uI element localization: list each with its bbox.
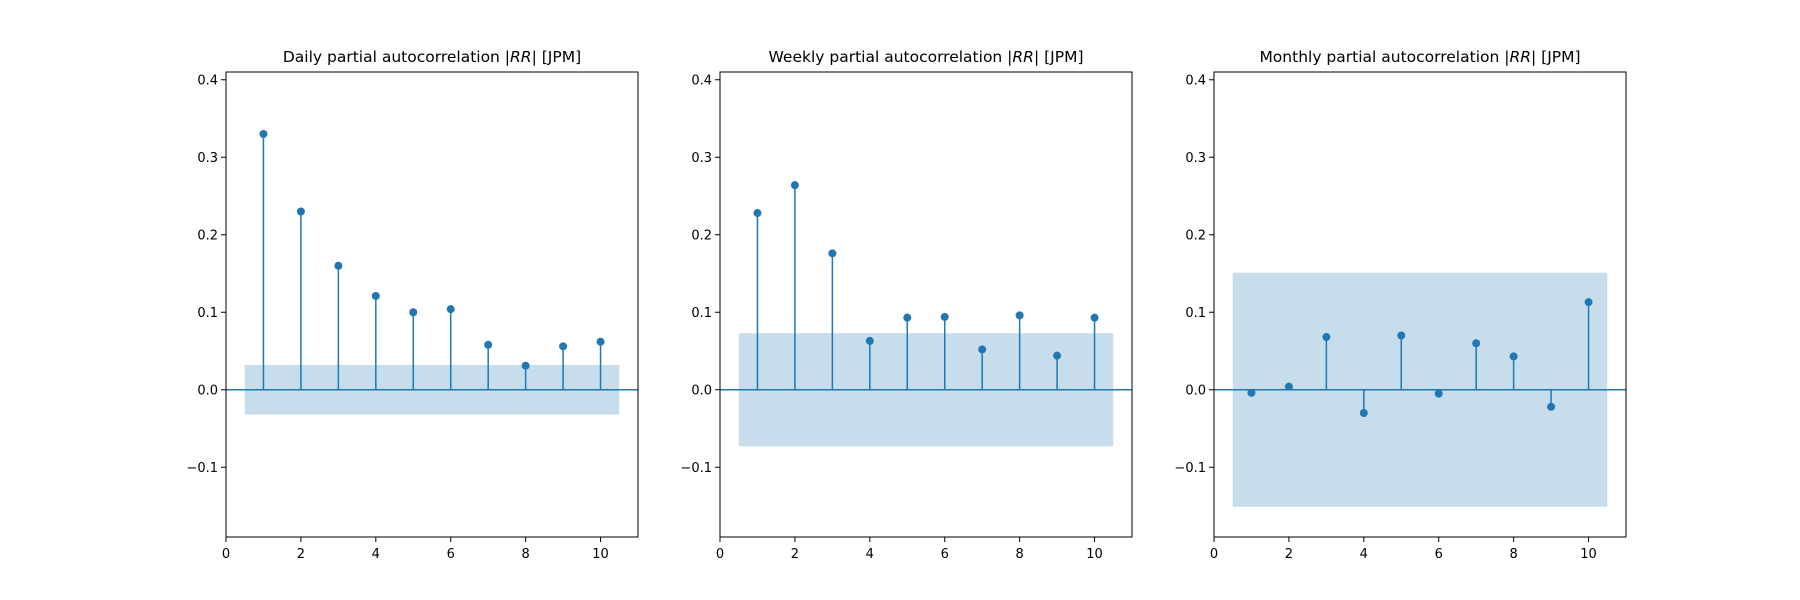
axes-frame [225, 71, 639, 538]
x-tick-label: 0 [1210, 547, 1218, 562]
y-tick-label: 0.4 [197, 73, 218, 88]
y-tick-label: 0.2 [1185, 228, 1206, 243]
x-tick-label: 4 [866, 547, 874, 562]
x-tick-label: 0 [222, 547, 230, 562]
x-tick-label: 6 [941, 547, 949, 562]
x-tick-label: 6 [1435, 547, 1443, 562]
stem-marker-lag-10 [1090, 313, 1099, 322]
axes-frame [1213, 71, 1627, 538]
x-tick-label: 8 [1509, 547, 1517, 562]
y-tick-label: 0.2 [197, 228, 218, 243]
stem-marker-lag-8 [521, 361, 530, 370]
stem-marker-lag-7 [484, 340, 493, 349]
stem-marker-lag-10 [596, 337, 605, 346]
y-tick-label: 0.4 [691, 73, 712, 88]
stem-marker-lag-9 [559, 342, 568, 351]
y-tick-label: 0.3 [197, 151, 218, 166]
y-tick-label: 0.2 [691, 228, 712, 243]
stem-marker-lag-4 [1359, 409, 1368, 417]
stem-marker-lag-2 [1284, 382, 1293, 391]
stem-marker-lag-8 [1015, 311, 1024, 320]
stem-marker-lag-1 [1247, 388, 1256, 397]
x-tick-label: 2 [1285, 547, 1293, 562]
y-tick-label: 0.1 [197, 306, 218, 321]
x-tick-label: 6 [447, 547, 455, 562]
axes-frame [719, 71, 1133, 538]
x-tick-label: 0 [716, 547, 724, 562]
y-tick-label: 0.0 [197, 383, 218, 398]
stem-marker-lag-5 [1397, 331, 1406, 340]
y-tick-label: −0.1 [186, 461, 218, 476]
stem-marker-lag-6 [446, 305, 455, 314]
stem-marker-lag-3 [828, 249, 837, 258]
stem-marker-lag-9 [1053, 351, 1062, 360]
x-tick-label: 4 [1360, 547, 1368, 562]
x-tick-label: 10 [1580, 547, 1597, 562]
stem-marker-lag-9 [1547, 402, 1556, 411]
stem-marker-lag-7 [1472, 339, 1481, 348]
x-tick-label: 2 [791, 547, 799, 562]
y-tick-label: −0.1 [680, 461, 712, 476]
panel-1: 0 2 4 6 8 10 −0.1 0.0 0.1 0.2 0.3 0.4 Daily partial … [186, 48, 639, 562]
stem-marker-lag-7 [978, 345, 987, 354]
y-tick-label: −0.1 [1174, 461, 1206, 476]
y-tick-label: 0.0 [1185, 383, 1206, 398]
stem-marker-lag-3 [334, 261, 343, 270]
y-tick-label: 0.4 [1185, 73, 1206, 88]
chart-title: Weekly partial autocorrelation |RR| [JPM… [769, 48, 1084, 66]
y-tick-label: 0.3 [691, 151, 712, 166]
stem-marker-lag-5 [409, 308, 418, 317]
stem-marker-lag-6 [940, 312, 949, 321]
panel-3: 0 2 4 6 8 10 −0.1 0.0 0.1 0.2 0.3 0.4 Monthly partia… [1174, 48, 1627, 562]
x-tick-label: 2 [297, 547, 305, 562]
y-tick-label: 0.1 [691, 306, 712, 321]
stem-marker-lag-10 [1584, 298, 1593, 307]
x-tick-label: 10 [592, 547, 609, 562]
stem-marker-lag-2 [296, 207, 305, 216]
y-tick-label: 0.0 [691, 383, 712, 398]
y-tick-label: 0.3 [1185, 151, 1206, 166]
stem-marker-lag-6 [1434, 389, 1443, 398]
stem-marker-lag-4 [865, 336, 874, 345]
x-tick-label: 8 [521, 547, 529, 562]
chart-title: Monthly partial autocorrelation |RR| [JP… [1259, 48, 1580, 66]
y-tick-label: 0.1 [1185, 306, 1206, 321]
stem-marker-lag-8 [1509, 352, 1518, 361]
stem-marker-lag-2 [790, 181, 799, 190]
stem-marker-lag-1 [753, 209, 762, 218]
x-tick-label: 8 [1015, 547, 1023, 562]
chart-title: Daily partial autocorrelation |RR| [JPM] [283, 48, 581, 66]
x-tick-label: 4 [372, 547, 380, 562]
stem-marker-lag-5 [903, 313, 912, 322]
panel-2: 0 2 4 6 8 10 −0.1 0.0 0.1 0.2 0.3 0.4 Weekly partial… [680, 48, 1133, 562]
x-tick-label: 10 [1086, 547, 1103, 562]
stem-marker-lag-4 [371, 291, 380, 300]
stem-marker-lag-1 [259, 130, 268, 138]
stem-marker-lag-3 [1322, 333, 1331, 342]
